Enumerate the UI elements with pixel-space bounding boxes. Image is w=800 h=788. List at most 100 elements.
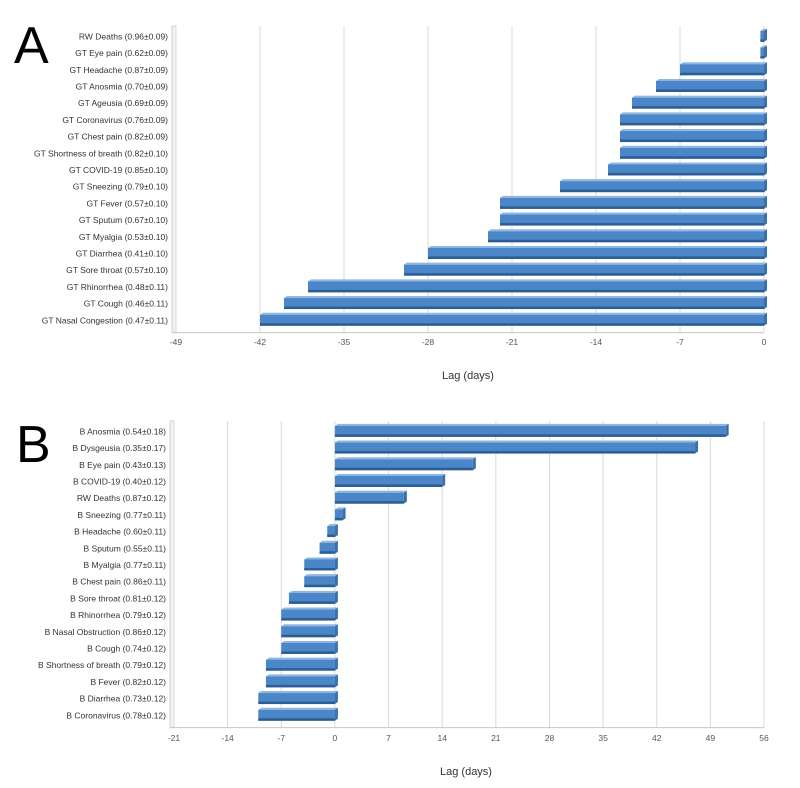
panel-a-category-label: GT Anosmia (0.70±0.09)	[76, 81, 169, 91]
panel-b-bar	[281, 640, 338, 654]
panel-a-tick-label: -21	[506, 337, 519, 347]
bar-front-face	[608, 164, 764, 176]
bar-front-face	[265, 676, 335, 688]
panel-a-category-label: GT Eye pain (0.62±0.09)	[75, 48, 168, 58]
bar-front-face	[327, 526, 335, 538]
bar-front-face	[334, 509, 343, 521]
bar-top-face	[560, 179, 767, 182]
bar-top-face	[334, 423, 729, 426]
bar-end-face	[764, 212, 767, 226]
panel-a-tick-label: -42	[254, 337, 267, 347]
panel-b-category-label: B Nasal Obstruction (0.86±0.12)	[45, 627, 167, 637]
bar-shadow-edge	[620, 122, 764, 126]
panel-a-bar	[560, 179, 767, 193]
bar-top-face	[500, 195, 767, 198]
panel-b-tick-label: 28	[545, 733, 555, 743]
panel-a-bar	[428, 245, 767, 259]
panel-b-bar	[258, 691, 338, 705]
bar-top-face	[760, 28, 767, 31]
bar-shadow-edge	[760, 39, 764, 42]
bar-shadow-edge	[334, 434, 726, 437]
panel-a-bar	[632, 95, 767, 109]
panel-a-category-label: GT Headache (0.87±0.09)	[69, 65, 168, 75]
panel-a-bar	[284, 296, 767, 310]
bar-end-face	[472, 457, 476, 471]
panel-a-category-label: GT Sputum (0.67±0.10)	[79, 215, 168, 225]
panel-b-category-label: B Fever (0.82±0.12)	[90, 677, 166, 687]
bar-shadow-edge	[760, 56, 764, 59]
bar-front-face	[334, 459, 473, 471]
bar-top-face	[680, 62, 767, 65]
panel-b-bar	[304, 574, 338, 588]
bar-front-face	[620, 147, 764, 159]
panel-b-category-label: B Sputum (0.55±0.11)	[84, 543, 167, 553]
bar-front-face	[334, 425, 726, 437]
panel-b-category-label: B Chest pain (0.86±0.11)	[72, 577, 166, 587]
bar-top-face	[258, 707, 338, 710]
panel-b-bar	[265, 674, 338, 688]
panel-a-bar	[308, 279, 767, 293]
bar-top-face	[281, 640, 338, 643]
bar-front-face	[308, 281, 764, 293]
bar-front-face	[284, 298, 764, 310]
bar-end-face	[764, 162, 767, 176]
panel-b-tick-label: 35	[598, 733, 608, 743]
panel-b-bar	[334, 507, 346, 521]
bar-shadow-edge	[281, 634, 335, 638]
bar-front-face	[620, 131, 764, 143]
bar-top-face	[260, 312, 767, 315]
panel-b-tick-label: -21	[168, 733, 181, 743]
bar-top-face	[265, 674, 338, 677]
bar-end-face	[334, 624, 338, 638]
bar-front-face	[288, 592, 335, 604]
bar-front-face	[404, 264, 764, 276]
bar-front-face	[560, 181, 764, 193]
bar-shadow-edge	[308, 289, 764, 293]
panel-b-tick-label: 14	[437, 733, 447, 743]
panel-a-category-label: GT Rhinorrhea (0.48±0.11)	[67, 282, 168, 292]
panel-b-tick-label: 0	[333, 733, 338, 743]
panel-b-bar	[334, 423, 729, 437]
panel-a-category-label: GT Diarrhea (0.41±0.10)	[76, 248, 169, 258]
bar-top-face	[281, 607, 338, 610]
bar-end-face	[334, 574, 338, 588]
bar-shadow-edge	[334, 501, 404, 504]
bar-front-face	[258, 709, 335, 721]
bar-end-face	[764, 62, 767, 76]
bar-top-face	[488, 229, 767, 232]
panel-b-bar	[319, 540, 338, 554]
bar-end-face	[334, 640, 338, 654]
bar-front-face	[304, 576, 335, 588]
bar-shadow-edge	[428, 256, 764, 259]
bar-top-face	[620, 112, 767, 115]
bar-end-face	[764, 145, 767, 159]
bar-top-face	[265, 657, 338, 660]
bar-shadow-edge	[500, 206, 764, 209]
panel-a-category-label: GT Myalgia (0.53±0.10)	[79, 232, 168, 242]
panel-b-category-label: B Shortness of breath (0.79±0.12)	[38, 660, 166, 670]
bar-top-face	[404, 262, 767, 265]
bar-front-face	[281, 626, 335, 638]
panel-a-category-label: GT Coronavirus (0.76±0.09)	[62, 115, 168, 125]
panel-a-bar	[656, 78, 767, 92]
panel-b: B B Anosmia (0.54±0.18) B Dysgeusia (0.35…	[16, 416, 769, 778]
panel-a-bar	[680, 62, 767, 76]
panel-a-tick-label: -28	[422, 337, 435, 347]
panel-a-bar	[488, 229, 767, 243]
panel-b-bar	[304, 557, 338, 571]
bar-end-face	[764, 245, 767, 259]
bar-end-face	[764, 312, 767, 326]
panel-b-bar	[281, 607, 338, 621]
panel-b-category-label: B Rhinorrhea (0.79±0.12)	[70, 610, 166, 620]
bar-shadow-edge	[258, 718, 335, 721]
panel-b-category-label: B Coronavirus (0.78±0.12)	[66, 710, 166, 720]
panel-a-tick-label: 0	[762, 337, 767, 347]
bar-front-face	[760, 30, 764, 42]
bar-shadow-edge	[620, 156, 764, 159]
panel-b-tick-label: 42	[652, 733, 662, 743]
bar-end-face	[764, 262, 767, 276]
panel-a-x-axis-title: Lag (days)	[442, 370, 494, 382]
panel-b-category-label: B Anosmia (0.54±0.18)	[80, 426, 167, 436]
bar-top-face	[608, 162, 767, 165]
